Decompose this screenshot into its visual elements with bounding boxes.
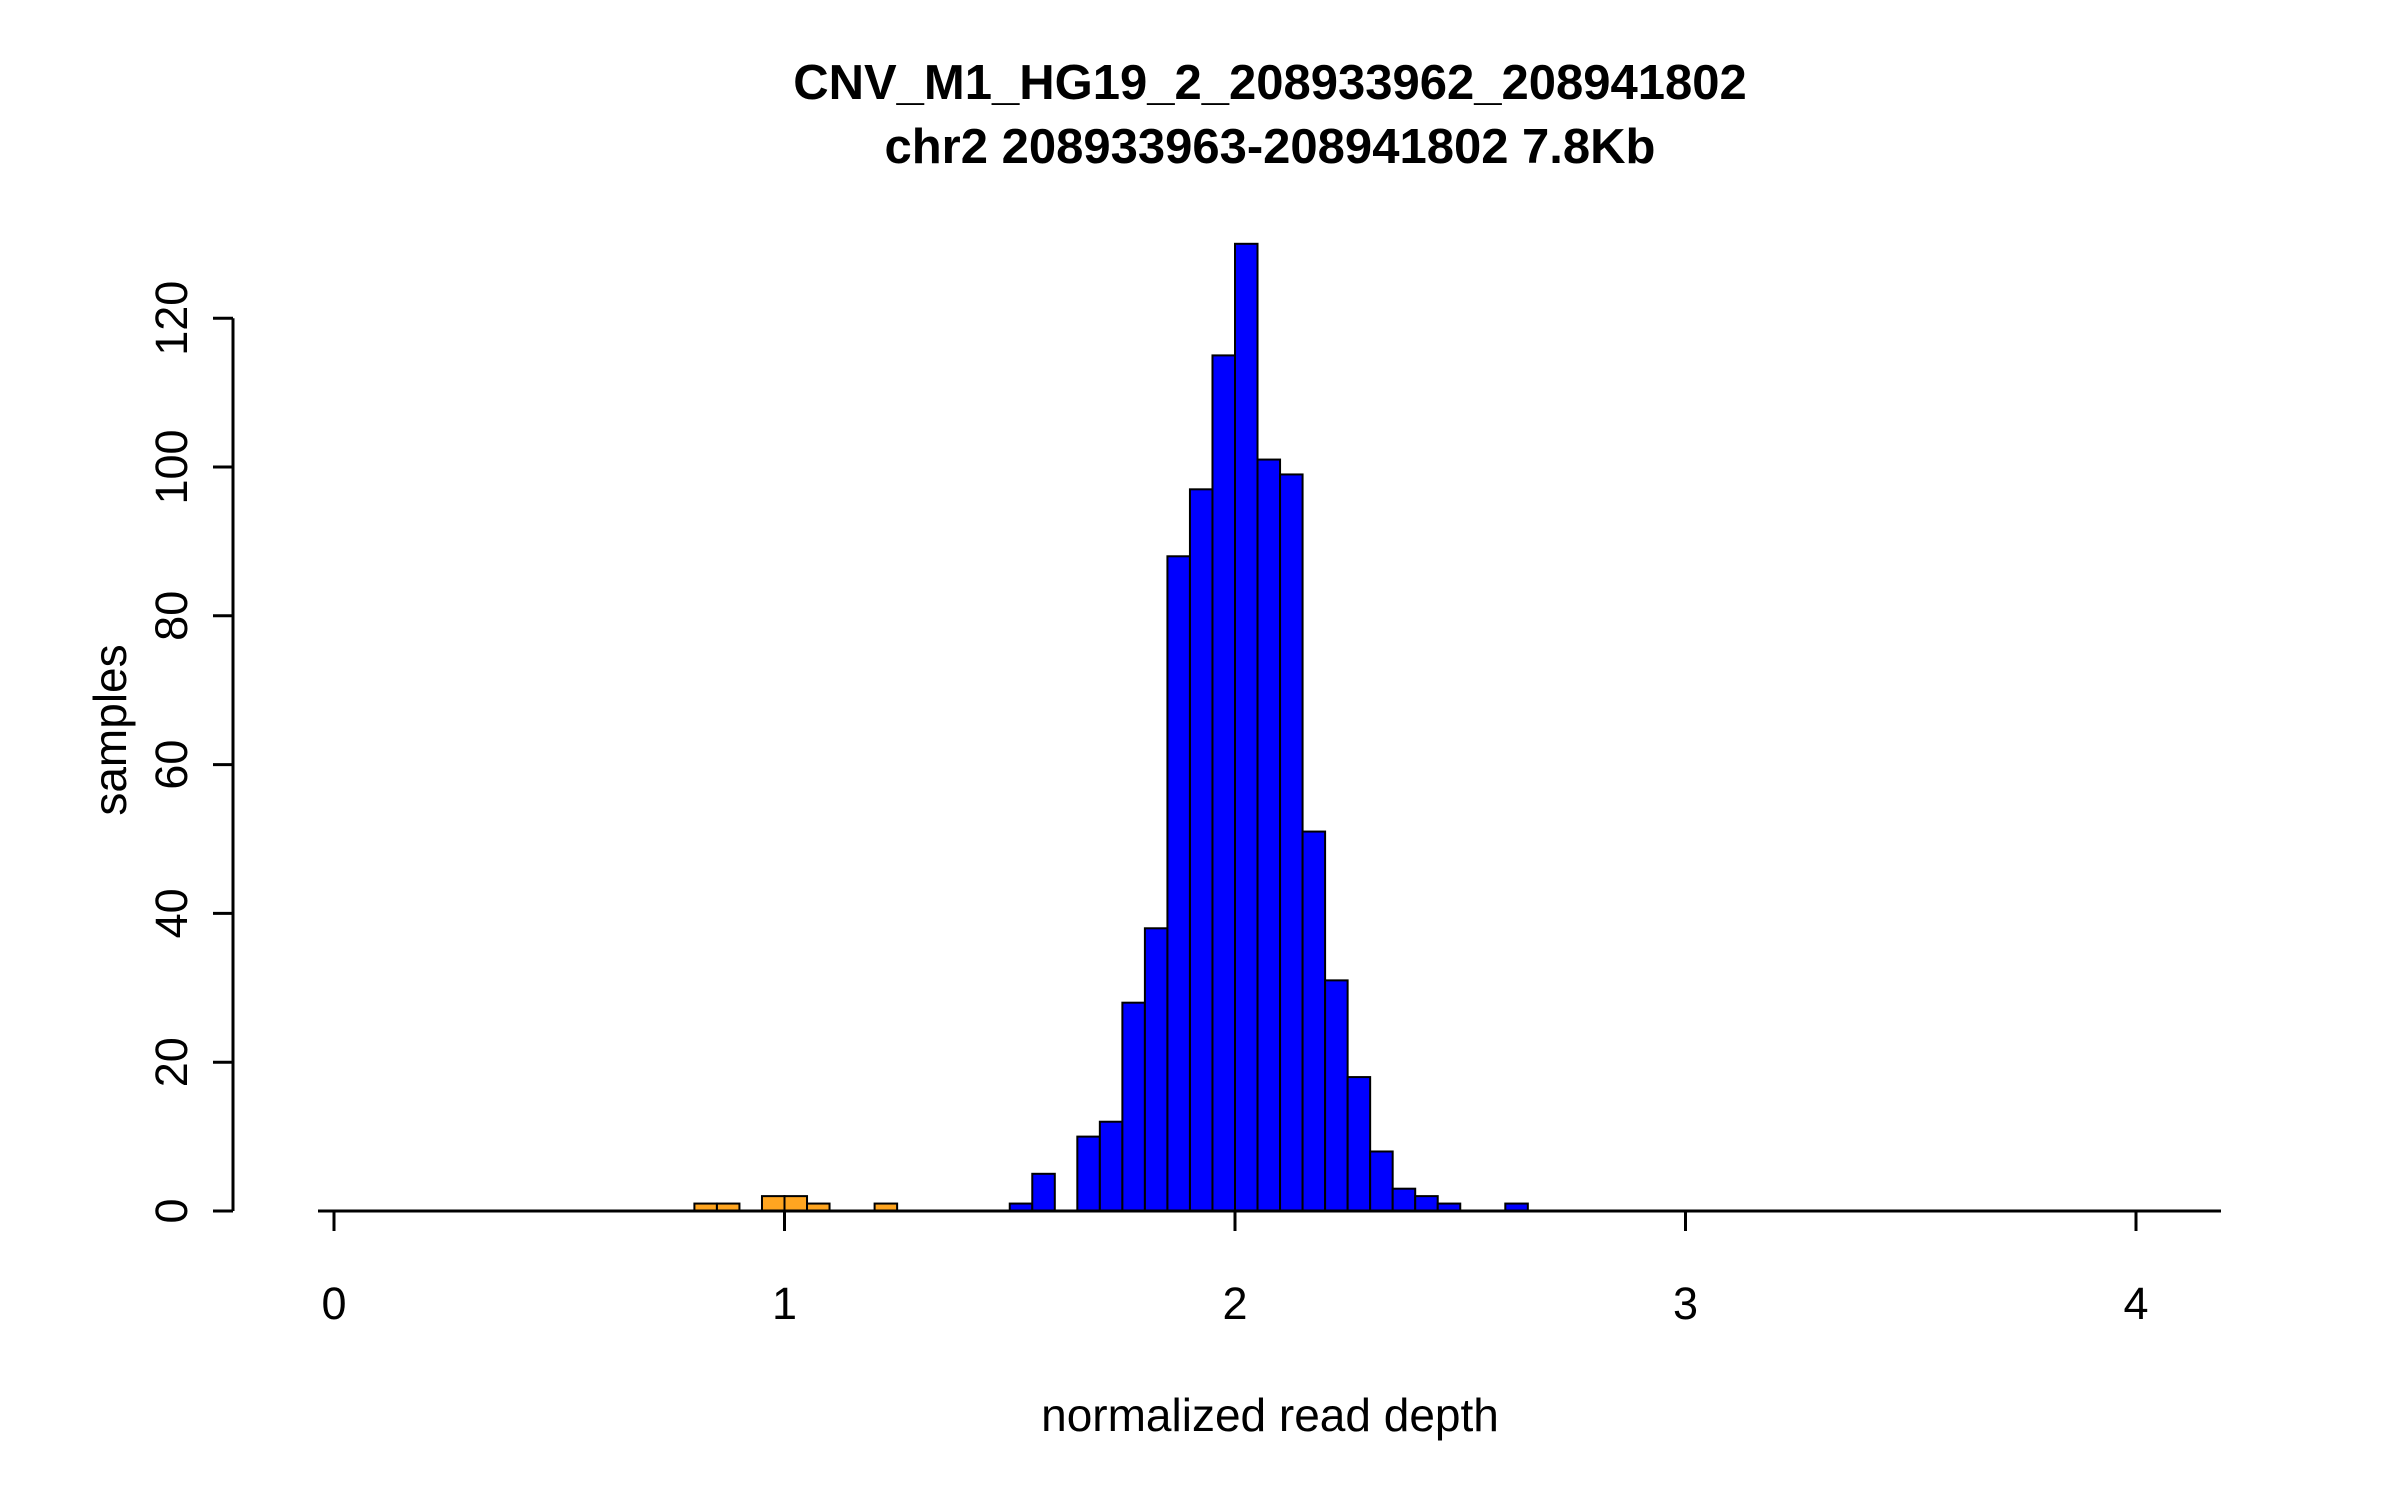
y-tick-label: 120 [146, 281, 197, 356]
histogram-bar [1391, 1187, 1417, 1213]
y-tick-label: 100 [146, 429, 197, 504]
histogram-bar [1098, 1120, 1124, 1212]
y-tick-label: 20 [146, 1037, 197, 1087]
x-axis-label: normalized read depth [1041, 1389, 1499, 1441]
histogram-bar [1256, 458, 1282, 1212]
histogram-bar [1369, 1150, 1394, 1212]
histogram-bar [1301, 830, 1327, 1212]
y-tick-label: 80 [146, 591, 197, 641]
histogram-bar [760, 1195, 786, 1212]
title-block: CNV_M1_HG19_2_208933962_208941802 chr2 2… [170, 52, 2370, 179]
histogram-bar [1143, 927, 1169, 1213]
histogram-bar [783, 1195, 809, 1212]
histogram-bar [1324, 979, 1349, 1212]
histogram-bar [1076, 1135, 1101, 1212]
x-tick-label: 3 [1673, 1278, 1698, 1329]
chart-subtitle: chr2 208933963-208941802 7.8Kb [884, 119, 1656, 174]
x-tick-label: 1 [772, 1278, 797, 1329]
histogram-bar [1279, 473, 1304, 1212]
x-tick-label: 0 [321, 1278, 346, 1329]
y-tick-label: 40 [146, 888, 197, 938]
histogram-bar [1234, 242, 1259, 1213]
histogram-bar [1031, 1172, 1056, 1213]
histogram-bar [1121, 1001, 1146, 1212]
chart-title: CNV_M1_HG19_2_208933962_208941802 [793, 56, 1747, 110]
y-tick-label: 0 [146, 1198, 197, 1223]
y-tick-label: 60 [146, 740, 197, 790]
histogram-bar [1414, 1195, 1439, 1212]
histogram-bar [1188, 488, 1214, 1212]
histogram-bar [1166, 555, 1191, 1212]
x-tick-label: 4 [2123, 1278, 2148, 1329]
histogram-bar [1211, 354, 1236, 1212]
histogram-bar [1346, 1076, 1372, 1212]
x-tick-label: 2 [1222, 1278, 1247, 1329]
y-axis-label: samples [84, 644, 136, 816]
